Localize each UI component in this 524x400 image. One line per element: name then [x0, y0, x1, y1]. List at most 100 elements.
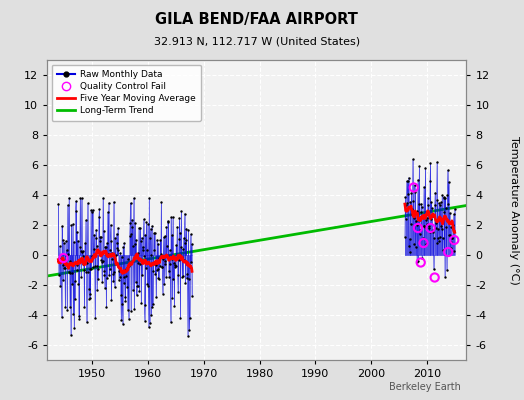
Point [411, 244, 420, 250]
Point [80, 304, 89, 310]
Point [129, 195, 138, 201]
Point [90, 232, 99, 238]
Point [100, 272, 108, 278]
Point [433, 239, 442, 246]
Point [75, 244, 84, 250]
Point [414, 225, 422, 231]
Point [403, 178, 412, 184]
Point [83, 260, 91, 266]
Point [78, 248, 86, 255]
Point [86, 295, 95, 302]
Point [104, 209, 112, 216]
Point [77, 274, 85, 280]
Point [147, 312, 156, 318]
Point [103, 275, 112, 282]
Point [408, 211, 417, 217]
Point [434, 226, 443, 232]
Point [93, 287, 101, 293]
Point [427, 160, 435, 166]
Point [142, 219, 150, 225]
Point [134, 259, 143, 266]
Point [108, 256, 116, 262]
Point [115, 277, 123, 283]
Point [155, 276, 163, 282]
Point [117, 317, 125, 323]
Point [435, 237, 443, 244]
Point [121, 293, 129, 300]
Point [62, 247, 71, 254]
Point [422, 241, 431, 247]
Point [143, 247, 151, 254]
Point [443, 167, 452, 174]
Point [146, 319, 154, 326]
Point [152, 267, 161, 273]
Point [436, 234, 444, 240]
Point [123, 266, 132, 272]
Point [440, 209, 449, 215]
Point [442, 224, 451, 230]
Point [72, 267, 81, 274]
Point [140, 252, 148, 259]
Point [171, 264, 179, 270]
Point [151, 262, 160, 268]
Point [445, 232, 453, 238]
Point [141, 232, 150, 238]
Point [414, 258, 422, 264]
Point [72, 198, 80, 204]
Point [109, 278, 117, 284]
Point [442, 205, 450, 211]
Point [416, 226, 424, 233]
Point [446, 232, 454, 238]
Point [179, 273, 188, 279]
Point [163, 218, 172, 224]
Point [76, 195, 84, 201]
Point [130, 240, 139, 247]
Point [433, 159, 441, 165]
Point [125, 263, 133, 269]
Point [170, 260, 178, 266]
Point [123, 284, 131, 290]
Point [145, 195, 154, 201]
Point [162, 253, 171, 260]
Point [143, 281, 151, 288]
Point [77, 248, 85, 254]
Point [71, 208, 80, 214]
Point [106, 222, 115, 228]
Point [105, 272, 113, 278]
Point [401, 216, 410, 222]
Point [63, 307, 71, 313]
Point [75, 316, 83, 322]
Point [449, 226, 457, 232]
Point [119, 280, 128, 286]
Point [177, 208, 185, 214]
Point [447, 224, 455, 230]
Point [165, 274, 173, 280]
Point [173, 224, 181, 230]
Point [89, 207, 97, 213]
Point [139, 216, 148, 222]
Point [409, 198, 418, 204]
Point [445, 209, 454, 216]
Point [441, 195, 450, 201]
Point [66, 304, 74, 310]
Point [84, 269, 92, 275]
Point [96, 234, 105, 240]
Point [111, 284, 119, 291]
Point [174, 289, 182, 296]
Point [121, 274, 129, 280]
Point [98, 278, 106, 285]
Point [127, 231, 136, 238]
Point [156, 263, 164, 269]
Point [78, 195, 86, 201]
Point [158, 264, 167, 270]
Point [61, 304, 70, 311]
Point [410, 241, 418, 247]
Point [125, 233, 134, 240]
Point [112, 230, 121, 237]
Point [129, 287, 137, 293]
Point [108, 250, 116, 257]
Point [147, 252, 155, 258]
Point [60, 265, 69, 271]
Point [137, 238, 145, 244]
Point [180, 257, 188, 263]
